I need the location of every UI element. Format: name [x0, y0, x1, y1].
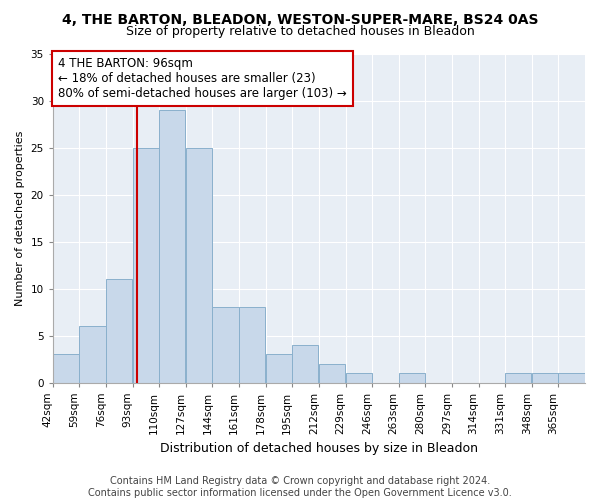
Text: Contains HM Land Registry data © Crown copyright and database right 2024.
Contai: Contains HM Land Registry data © Crown c…: [88, 476, 512, 498]
Bar: [212, 308, 239, 382]
Bar: [106, 280, 132, 382]
X-axis label: Distribution of detached houses by size in Bleadon: Distribution of detached houses by size …: [160, 442, 478, 455]
Text: 4, THE BARTON, BLEADON, WESTON-SUPER-MARE, BS24 0AS: 4, THE BARTON, BLEADON, WESTON-SUPER-MAR…: [62, 12, 538, 26]
Bar: [239, 308, 265, 382]
Bar: [79, 326, 106, 382]
Y-axis label: Number of detached properties: Number of detached properties: [15, 130, 25, 306]
Bar: [399, 373, 425, 382]
Bar: [266, 354, 292, 382]
Bar: [532, 373, 558, 382]
Bar: [559, 373, 584, 382]
Bar: [319, 364, 345, 382]
Bar: [292, 345, 319, 383]
Bar: [186, 148, 212, 382]
Bar: [505, 373, 532, 382]
Text: Size of property relative to detached houses in Bleadon: Size of property relative to detached ho…: [125, 25, 475, 38]
Bar: [53, 354, 79, 382]
Bar: [346, 373, 371, 382]
Bar: [159, 110, 185, 382]
Bar: [133, 148, 159, 382]
Text: 4 THE BARTON: 96sqm
← 18% of detached houses are smaller (23)
80% of semi-detach: 4 THE BARTON: 96sqm ← 18% of detached ho…: [58, 58, 347, 100]
